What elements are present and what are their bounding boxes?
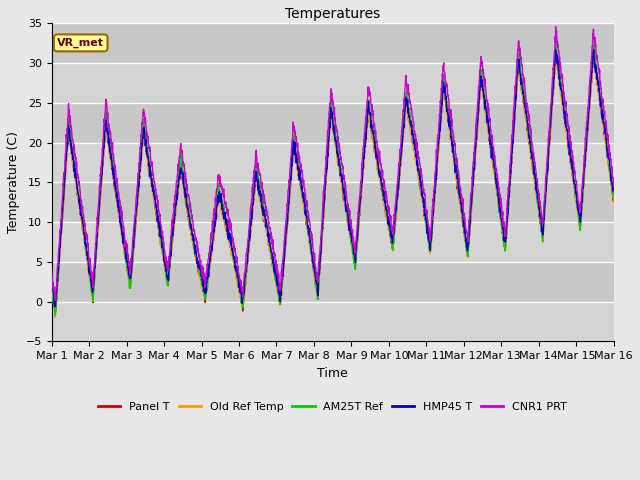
Bar <box>52 63 614 103</box>
Text: VR_met: VR_met <box>57 38 104 48</box>
Y-axis label: Temperature (C): Temperature (C) <box>7 132 20 233</box>
X-axis label: Time: Time <box>317 367 348 380</box>
Bar <box>52 182 614 222</box>
Bar <box>52 262 614 302</box>
Bar <box>52 302 614 341</box>
Bar <box>52 103 614 143</box>
Legend: Panel T, Old Ref Temp, AM25T Ref, HMP45 T, CNR1 PRT: Panel T, Old Ref Temp, AM25T Ref, HMP45 … <box>93 398 572 417</box>
Title: Temperatures: Temperatures <box>285 7 380 21</box>
Bar <box>52 24 614 63</box>
Bar <box>52 222 614 262</box>
Bar <box>52 143 614 182</box>
